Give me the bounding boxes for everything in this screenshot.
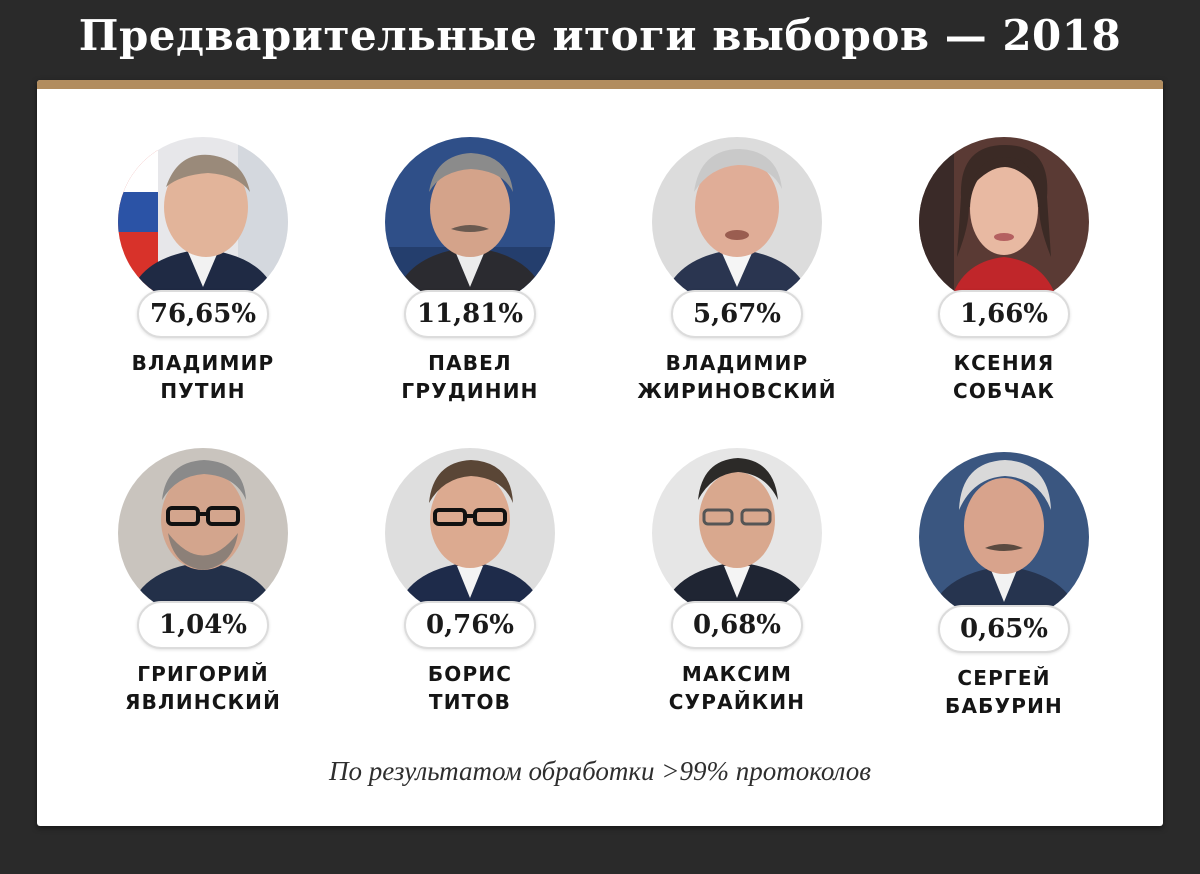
candidate-percent: 0,76%: [404, 601, 536, 649]
candidate-photo-titov: [385, 448, 555, 618]
candidate-name: КСЕНИЯ СОБЧАК: [874, 349, 1134, 405]
candidate-name: ПАВЕЛ ГРУДИНИН: [340, 349, 600, 405]
results-card: 76,65% ВЛАДИМИР ПУТИН 11,81%: [37, 80, 1163, 826]
candidate-name: ВЛАДИМИР ПУТИН: [73, 349, 333, 405]
candidate-photo-suraykin: [652, 448, 822, 618]
candidate-name: ВЛАДИМИР ЖИРИНОВСКИЙ: [607, 349, 867, 405]
candidate-last-name: ТИТОВ: [428, 690, 512, 714]
candidate-first-name: БОРИС: [427, 662, 513, 686]
candidate-grid: 76,65% ВЛАДИМИР ПУТИН 11,81%: [37, 80, 1163, 826]
page-title: Предварительные итоги выборов — 2018: [78, 11, 1122, 60]
footnote: По результатом обработки >99% протоколов: [328, 756, 871, 786]
candidate-last-name: ПУТИН: [160, 379, 246, 403]
candidate-card-putin: 76,65% ВЛАДИМИР ПУТИН: [73, 137, 333, 417]
candidate-first-name: КСЕНИЯ: [953, 351, 1055, 375]
candidate-percent: 5,67%: [671, 290, 803, 338]
candidate-card-titov: 0,76% БОРИС ТИТОВ: [340, 448, 600, 728]
candidate-first-name: ГРИГОРИЙ: [137, 662, 269, 686]
candidate-first-name: ВЛАДИМИР: [131, 351, 275, 375]
candidate-card-suraykin: 0,68% МАКСИМ СУРАЙКИН: [607, 448, 867, 728]
candidate-name: ГРИГОРИЙ ЯВЛИНСКИЙ: [73, 660, 333, 716]
candidate-first-name: ВЛАДИМИР: [665, 351, 809, 375]
candidate-first-name: МАКСИМ: [681, 662, 793, 686]
candidate-last-name: ЯВЛИНСКИЙ: [124, 690, 282, 714]
candidate-percent: 1,04%: [137, 601, 269, 649]
candidate-percent: 0,65%: [938, 605, 1070, 653]
candidate-first-name: ПАВЕЛ: [428, 351, 512, 375]
candidate-card-zhirinovsky: 5,67% ВЛАДИМИР ЖИРИНОВСКИЙ: [607, 137, 867, 417]
candidate-photo-baburin: [919, 452, 1089, 622]
candidate-card-yavlinsky: 1,04% ГРИГОРИЙ ЯВЛИНСКИЙ: [73, 448, 333, 728]
candidate-photo-sobchak: [919, 137, 1089, 307]
candidate-first-name: СЕРГЕЙ: [957, 666, 1051, 690]
candidate-photo-yavlinsky: [118, 448, 288, 618]
candidate-card-grudinin: 11,81% ПАВЕЛ ГРУДИНИН: [340, 137, 600, 417]
candidate-last-name: СУРАЙКИН: [668, 690, 806, 714]
candidate-percent: 1,66%: [938, 290, 1070, 338]
candidate-percent: 11,81%: [404, 290, 536, 338]
candidate-name: БОРИС ТИТОВ: [340, 660, 600, 716]
candidate-name: МАКСИМ СУРАЙКИН: [607, 660, 867, 716]
candidate-card-sobchak: 1,66% КСЕНИЯ СОБЧАК: [874, 137, 1134, 417]
candidate-photo-putin: [118, 137, 288, 307]
candidate-photo-grudinin: [385, 137, 555, 307]
candidate-last-name: ГРУДИНИН: [401, 379, 539, 403]
candidate-last-name: БАБУРИН: [945, 694, 1063, 718]
candidate-card-baburin: 0,65% СЕРГЕЙ БАБУРИН: [874, 452, 1134, 732]
candidate-name: СЕРГЕЙ БАБУРИН: [874, 664, 1134, 720]
candidate-percent: 0,68%: [671, 601, 803, 649]
candidate-last-name: СОБЧАК: [952, 379, 1056, 403]
candidate-percent: 76,65%: [137, 290, 269, 338]
candidate-photo-zhirinovsky: [652, 137, 822, 307]
card-accent-bar: [37, 80, 1163, 89]
candidate-last-name: ЖИРИНОВСКИЙ: [637, 379, 837, 403]
